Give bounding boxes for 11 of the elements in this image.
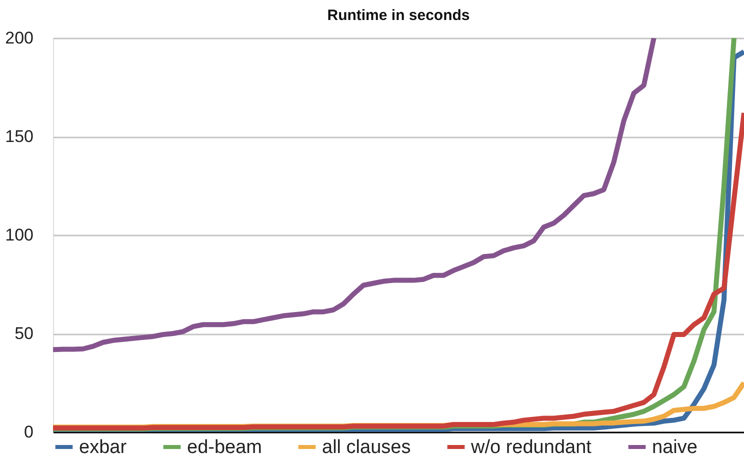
y-tick-label: 150	[5, 127, 34, 146]
y-tick-label: 200	[5, 28, 34, 48]
legend-label: w/o redundant	[470, 437, 592, 458]
legend-label: naive	[652, 437, 698, 458]
y-tick-label: 0	[24, 422, 34, 442]
y-tick-label: 50	[14, 324, 34, 343]
legend-label: ed-beam	[187, 437, 262, 458]
chart-title: Runtime in seconds	[327, 7, 470, 24]
y-tick-label: 100	[5, 226, 34, 244]
legend-label: all clauses	[322, 437, 411, 458]
legend-label: exbar	[79, 437, 128, 458]
